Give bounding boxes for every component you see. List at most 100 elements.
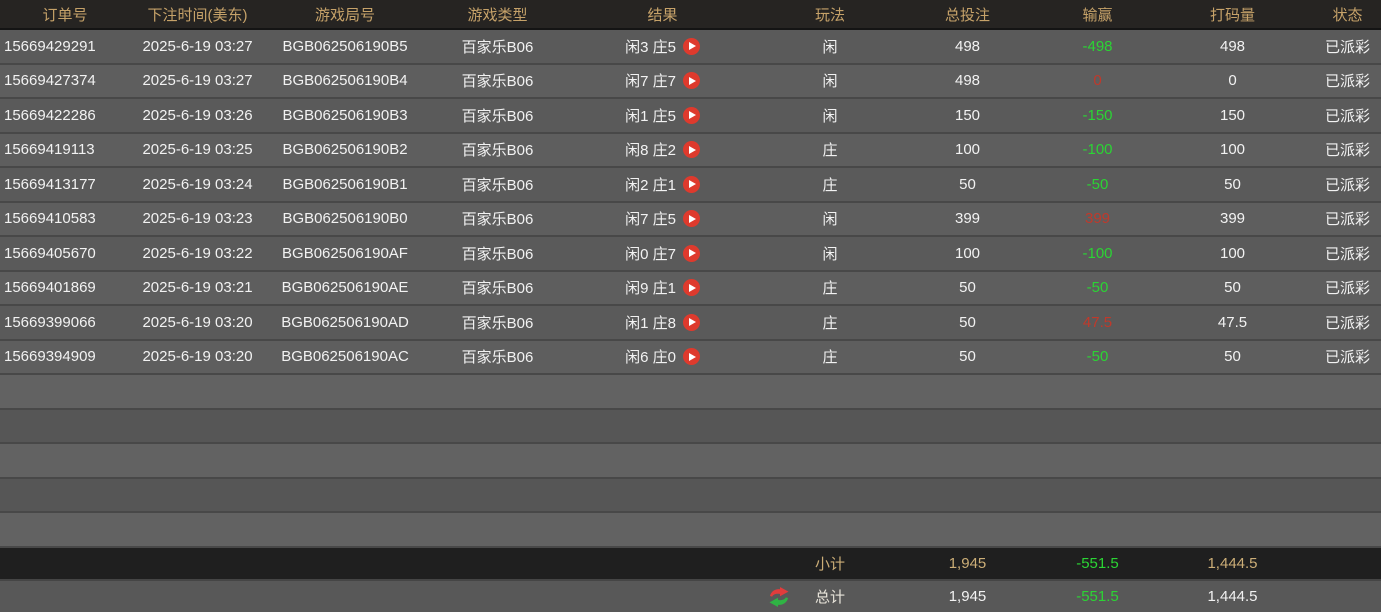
game-type: 百家乐B06 <box>461 349 534 367</box>
replay-play-icon[interactable] <box>682 175 700 193</box>
result-text: 闲3 庄5 <box>625 38 676 56</box>
order-id: 15669429291 <box>4 37 96 55</box>
play-type: 闲 <box>822 38 838 56</box>
result-text: 闲2 庄1 <box>625 176 676 194</box>
table-header: 订单号 下注时间(美东) 游戏局号 游戏类型 结果 玩法 总投注 输赢 打码量 状态 <box>0 0 1381 30</box>
total-bet: 50 <box>959 313 976 331</box>
table-row: 15669401869 2025-6-19 03:21 BGB062506190AE… <box>0 271 1381 306</box>
column-header-total_bet: 总投注 <box>944 6 990 24</box>
round-id: BGB062506190AC <box>281 348 409 366</box>
round-id: BGB062506190AF <box>282 244 408 262</box>
result-cell: 闲2 庄1 <box>570 168 755 201</box>
total-win-loss: -551.5 <box>1076 588 1119 606</box>
win-loss: 47.5 <box>1082 313 1113 331</box>
column-header-order_id: 订单号 <box>42 6 88 24</box>
total-turnover: 1,444.5 <box>1207 588 1258 606</box>
table-row: 15669413177 2025-6-19 03:24 BGB062506190B1… <box>0 168 1381 203</box>
result-text: 闲8 庄2 <box>625 142 676 160</box>
turnover: 150 <box>1219 106 1246 124</box>
subtotal-win-loss: -551.5 <box>1076 554 1119 572</box>
bet-time: 2025-6-19 03:20 <box>142 313 253 331</box>
total-bet: 399 <box>954 210 981 228</box>
total-bet: 50 <box>959 348 976 366</box>
replay-play-icon[interactable] <box>682 72 700 90</box>
win-loss: 399 <box>1084 210 1111 228</box>
order-id: 15669401869 <box>4 279 96 297</box>
replay-play-icon[interactable] <box>682 244 700 262</box>
play-type: 庄 <box>822 280 838 298</box>
table-row: 15669422286 2025-6-19 03:26 BGB062506190B3… <box>0 99 1381 134</box>
bet-time: 2025-6-19 03:20 <box>142 348 253 366</box>
empty-row <box>0 513 1381 548</box>
game-type: 百家乐B06 <box>461 73 534 91</box>
win-loss: 0 <box>1093 72 1102 90</box>
replay-play-icon[interactable] <box>682 106 700 124</box>
subtotal-total-bet: 1,945 <box>948 554 987 572</box>
result-text: 闲7 庄7 <box>625 73 676 91</box>
result-text: 闲6 庄0 <box>625 349 676 367</box>
replay-play-icon[interactable] <box>682 37 700 55</box>
replay-play-icon[interactable] <box>682 210 700 228</box>
play-type: 闲 <box>822 211 838 229</box>
round-id: BGB062506190AE <box>281 279 409 297</box>
turnover: 50 <box>1224 175 1241 193</box>
replay-play-icon[interactable] <box>682 279 700 297</box>
status-badge: 已派彩 <box>1324 107 1370 125</box>
game-type: 百家乐B06 <box>461 107 534 125</box>
column-header-game_type: 游戏类型 <box>467 6 528 24</box>
replay-play-icon[interactable] <box>682 348 700 366</box>
order-id: 15669419113 <box>4 141 95 159</box>
total-bet: 498 <box>954 72 981 90</box>
game-type: 百家乐B06 <box>461 280 534 298</box>
order-id: 15669399066 <box>4 313 96 331</box>
table-row: 15669429291 2025-6-19 03:27 BGB062506190B5… <box>0 30 1381 65</box>
order-id: 15669413177 <box>4 175 96 193</box>
subtotal-turnover: 1,444.5 <box>1207 554 1258 572</box>
game-type: 百家乐B06 <box>461 142 534 160</box>
result-cell: 闲7 庄5 <box>570 203 755 236</box>
game-type: 百家乐B06 <box>461 38 534 56</box>
result-text: 闲7 庄5 <box>625 211 676 229</box>
win-loss: -100 <box>1082 244 1113 262</box>
subtotal-label: 小计 <box>814 555 845 573</box>
status-badge: 已派彩 <box>1324 280 1370 298</box>
subtotal-row: 小计 1,945 -551.5 1,444.5 <box>0 547 1381 581</box>
round-id: BGB062506190B5 <box>282 37 408 55</box>
win-loss: -498 <box>1082 37 1113 55</box>
turnover: 47.5 <box>1217 313 1248 331</box>
status-badge: 已派彩 <box>1324 176 1370 194</box>
game-type: 百家乐B06 <box>461 245 534 263</box>
total-bet: 150 <box>954 106 981 124</box>
play-type: 庄 <box>822 176 838 194</box>
game-type: 百家乐B06 <box>461 314 534 332</box>
play-type: 庄 <box>822 314 838 332</box>
replay-play-icon[interactable] <box>682 141 700 159</box>
round-id: BGB062506190B0 <box>282 210 408 228</box>
result-cell: 闲1 庄5 <box>570 99 755 132</box>
total-label: 总计 <box>814 589 845 607</box>
replay-play-icon[interactable] <box>682 313 700 331</box>
win-loss: -50 <box>1086 175 1109 193</box>
win-loss: -150 <box>1082 106 1113 124</box>
win-loss: -50 <box>1086 348 1109 366</box>
table-row: 15669410583 2025-6-19 03:23 BGB062506190B0… <box>0 202 1381 237</box>
turnover: 50 <box>1224 348 1241 366</box>
result-cell: 闲1 庄8 <box>570 306 755 339</box>
game-type: 百家乐B06 <box>461 176 534 194</box>
turnover: 50 <box>1224 279 1241 297</box>
result-cell: 闲3 庄5 <box>570 30 755 63</box>
order-id: 15669422286 <box>4 106 96 124</box>
total-bet: 50 <box>959 279 976 297</box>
order-id: 15669427374 <box>4 72 96 90</box>
table-row: 15669405670 2025-6-19 03:22 BGB062506190AF… <box>0 237 1381 272</box>
bet-time: 2025-6-19 03:23 <box>142 210 253 228</box>
status-badge: 已派彩 <box>1324 314 1370 332</box>
bet-time: 2025-6-19 03:21 <box>142 279 253 297</box>
refresh-swap-icon[interactable] <box>767 586 791 607</box>
turnover: 0 <box>1228 72 1237 90</box>
turnover: 100 <box>1219 244 1246 262</box>
total-bet: 100 <box>954 141 981 159</box>
turnover: 399 <box>1219 210 1246 228</box>
order-id: 15669394909 <box>4 348 96 366</box>
